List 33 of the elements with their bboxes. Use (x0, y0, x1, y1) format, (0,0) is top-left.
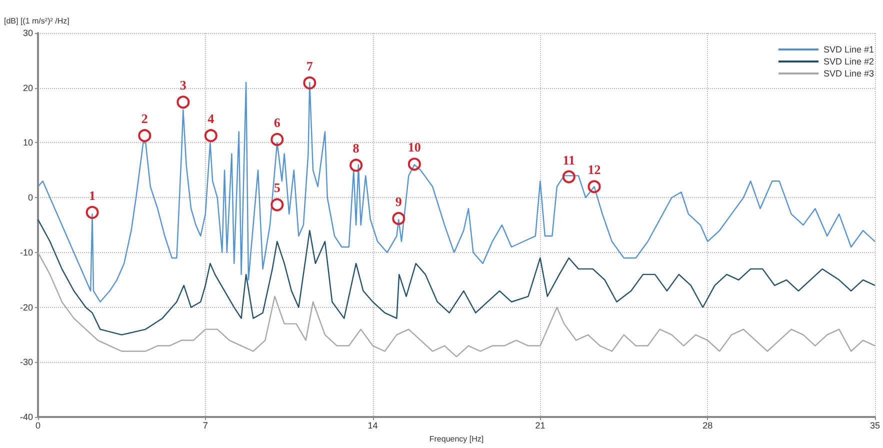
y-tick-label: -10 (20, 247, 33, 258)
annotation: 11 (562, 152, 576, 168)
y-tick-label: 30 (22, 28, 33, 38)
y-tick-label: 0 (28, 192, 33, 203)
y-tick-label: 20 (22, 82, 33, 93)
line-series (37, 218, 876, 336)
x-tick-label: 0 (35, 420, 41, 431)
x-tick-label: 21 (535, 420, 546, 431)
y-tick-label: 10 (22, 138, 33, 148)
annotation: 5 (274, 180, 281, 196)
x-tick-label: 35 (870, 420, 880, 431)
annotation: 2 (141, 111, 148, 126)
annotation: 4 (208, 111, 215, 126)
legend-label: SVD Line #3 (823, 68, 874, 78)
annotation: 10 (408, 140, 421, 155)
annotation: 6 (274, 114, 281, 130)
x-tick-label: 14 (368, 420, 378, 431)
legend-label: SVD Line #1 (823, 44, 874, 54)
annotation: 8 (352, 140, 360, 156)
y-tick-label: -30 (20, 357, 33, 368)
legend-label: SVD Line #2 (823, 56, 874, 66)
y-axis-title: [dB] [(1 m/s²)² /Hz] (4, 16, 70, 26)
annotation: 3 (180, 78, 187, 93)
annotation: 7 (306, 58, 314, 74)
x-tick-label: 28 (702, 420, 713, 431)
y-tick-label: -20 (20, 302, 33, 312)
x-tick-label: 7 (202, 420, 208, 431)
annotation: 9 (395, 194, 402, 209)
y-tick-label: -40 (20, 412, 33, 422)
line-series (37, 252, 876, 358)
x-axis-title: Frequency [Hz] (429, 434, 484, 444)
annotation: 12 (588, 162, 601, 178)
annotation: 1 (89, 188, 96, 203)
